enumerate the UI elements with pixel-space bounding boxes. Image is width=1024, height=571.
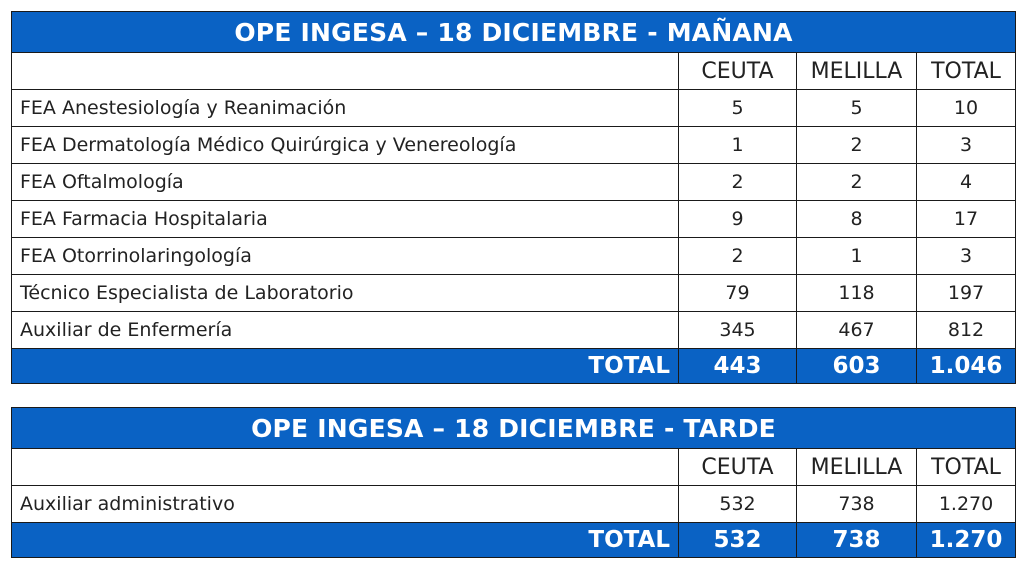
table-row: FEA Anestesiología y Reanimación 5 5 10 — [11, 89, 1017, 127]
row-label: FEA Farmacia Hospitalaria — [11, 200, 679, 238]
column-header-empty — [11, 52, 679, 90]
column-header-row: CEUTA MELILLA TOTAL — [11, 52, 1017, 90]
cell-melilla: 118 — [796, 274, 917, 312]
column-header-ceuta: CEUTA — [678, 448, 797, 486]
cell-melilla: 2 — [796, 126, 917, 164]
table-row: Auxiliar de Enfermería 345 467 812 — [11, 311, 1017, 349]
column-header-empty — [11, 448, 679, 486]
cell-ceuta: 532 — [678, 485, 797, 523]
row-label: FEA Dermatología Médico Quirúrgica y Ven… — [11, 126, 679, 164]
table-row: Auxiliar administrativo 532 738 1.270 — [11, 485, 1017, 523]
column-header-melilla: MELILLA — [796, 448, 917, 486]
table-title: OPE INGESA – 18 DICIEMBRE - TARDE — [10, 407, 1017, 449]
cell-total: 1.270 — [915, 485, 1017, 523]
cell-total: 4 — [915, 163, 1017, 201]
cell-melilla: 467 — [796, 311, 917, 349]
cell-melilla: 5 — [796, 89, 917, 127]
cell-ceuta: 79 — [678, 274, 797, 312]
total-ceuta: 532 — [678, 522, 797, 558]
column-header-melilla: MELILLA — [796, 52, 917, 90]
cell-total: 812 — [915, 311, 1017, 349]
table-row: FEA Dermatología Médico Quirúrgica y Ven… — [11, 126, 1017, 164]
cell-melilla: 8 — [796, 200, 917, 238]
cell-ceuta: 9 — [678, 200, 797, 238]
column-header-row: CEUTA MELILLA TOTAL — [11, 448, 1017, 486]
table-manana: OPE INGESA – 18 DICIEMBRE - MAÑANA CEUTA… — [10, 11, 1017, 384]
total-ceuta: 443 — [678, 348, 797, 384]
table-row: FEA Otorrinolaringología 2 1 3 — [11, 237, 1017, 275]
column-header-total: TOTAL — [915, 52, 1017, 90]
table-tarde: OPE INGESA – 18 DICIEMBRE - TARDE CEUTA … — [10, 407, 1017, 558]
table-row: FEA Farmacia Hospitalaria 9 8 17 — [11, 200, 1017, 238]
cell-ceuta: 1 — [678, 126, 797, 164]
column-header-ceuta: CEUTA — [678, 52, 797, 90]
cell-total: 10 — [915, 89, 1017, 127]
cell-total: 17 — [915, 200, 1017, 238]
row-label: Auxiliar de Enfermería — [11, 311, 679, 349]
total-total: 1.270 — [915, 522, 1017, 558]
cell-total: 3 — [915, 237, 1017, 275]
table-title: OPE INGESA – 18 DICIEMBRE - MAÑANA — [10, 11, 1017, 53]
table-row: Técnico Especialista de Laboratorio 79 1… — [11, 274, 1017, 312]
cell-total: 3 — [915, 126, 1017, 164]
total-row: TOTAL 443 603 1.046 — [11, 348, 1017, 384]
cell-ceuta: 2 — [678, 237, 797, 275]
cell-ceuta: 2 — [678, 163, 797, 201]
total-melilla: 603 — [796, 348, 917, 384]
cell-melilla: 2 — [796, 163, 917, 201]
table-row: FEA Oftalmología 2 2 4 — [11, 163, 1017, 201]
cell-melilla: 1 — [796, 237, 917, 275]
total-label: TOTAL — [11, 522, 679, 558]
total-label: TOTAL — [11, 348, 679, 384]
cell-total: 197 — [915, 274, 1017, 312]
column-header-total: TOTAL — [915, 448, 1017, 486]
row-label: FEA Otorrinolaringología — [11, 237, 679, 275]
row-label: Técnico Especialista de Laboratorio — [11, 274, 679, 312]
row-label: FEA Oftalmología — [11, 163, 679, 201]
total-melilla: 738 — [796, 522, 917, 558]
cell-melilla: 738 — [796, 485, 917, 523]
total-row: TOTAL 532 738 1.270 — [11, 522, 1017, 558]
cell-ceuta: 5 — [678, 89, 797, 127]
cell-ceuta: 345 — [678, 311, 797, 349]
row-label: FEA Anestesiología y Reanimación — [11, 89, 679, 127]
row-label: Auxiliar administrativo — [11, 485, 679, 523]
total-total: 1.046 — [915, 348, 1017, 384]
